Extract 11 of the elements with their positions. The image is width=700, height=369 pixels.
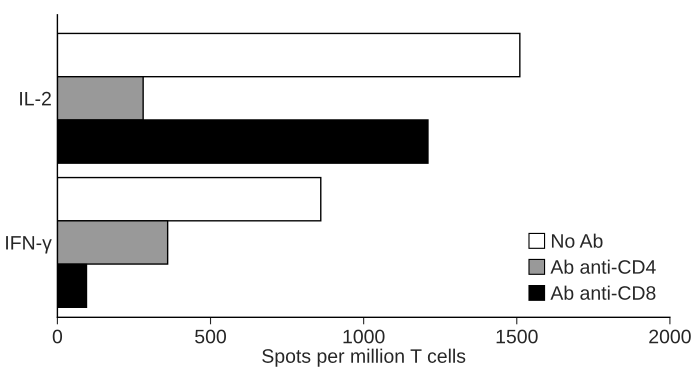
legend-label: No Ab [552, 234, 603, 248]
y-tick-label: IL-2 [20, 92, 51, 106]
x-axis-title: Spots per million T cells [262, 348, 466, 367]
x-tick-label: 2000 [649, 330, 691, 344]
x-tick-label: 1000 [344, 330, 385, 344]
y-tick-label: IFN-γ [6, 236, 52, 254]
legend-label: Ab anti-CD8 [550, 286, 656, 300]
legend-label: Ab anti-CD4 [550, 260, 656, 274]
x-tick-label: 1500 [496, 330, 538, 344]
x-tick-label: 500 [195, 330, 226, 344]
x-tick-label: 0 [52, 330, 62, 344]
